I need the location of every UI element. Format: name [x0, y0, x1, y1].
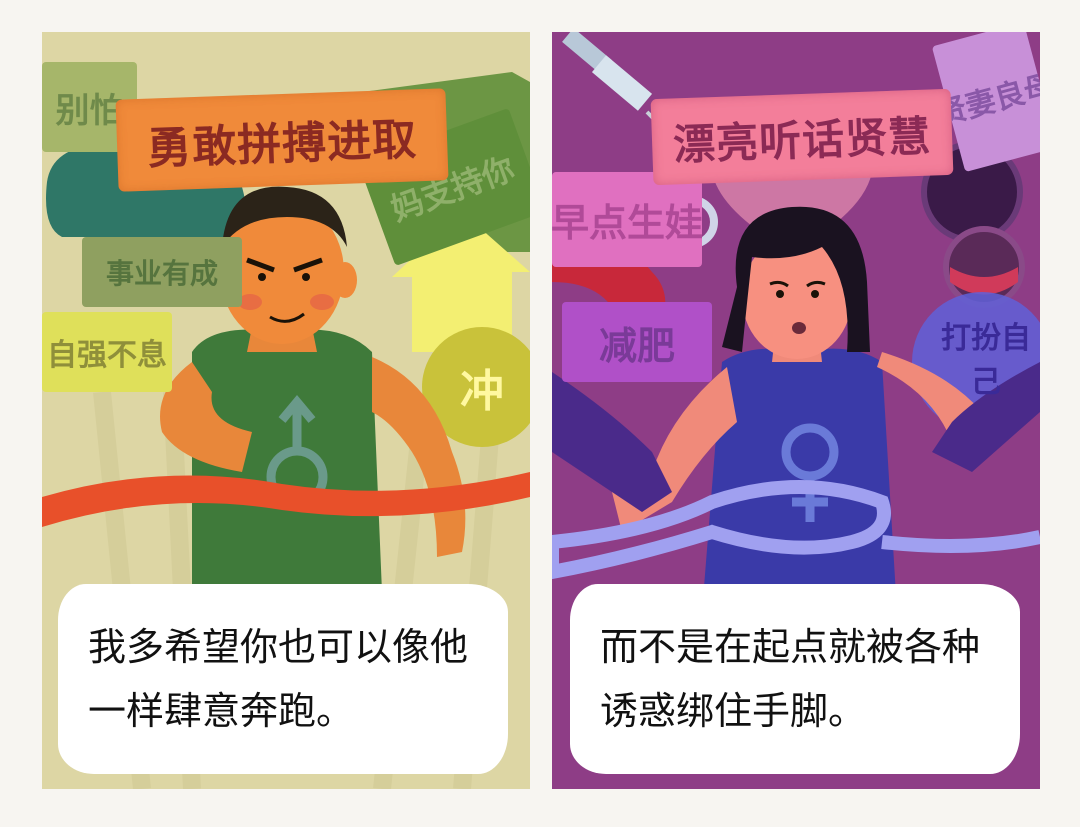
left-banner-title: 勇敢拼搏进取 — [115, 88, 449, 192]
circle-badge — [422, 327, 530, 447]
woman-hair — [722, 206, 870, 352]
left-caption-box: 我多希望你也可以像他 一样肆意奔跑。 — [58, 584, 508, 774]
sign-dress-up: 打扮自己 — [941, 321, 1031, 400]
sign-charge: 冲 — [460, 366, 504, 417]
left-illustration-panel: 别怕 妈支持你 事业有成 自强不息 冲 勇敢拼搏进取 我多希望你也可以像他 一样… — [42, 32, 530, 789]
right-caption-line-1: 而不是在起点就被各种 — [600, 625, 981, 669]
sign-lose-weight: 减肥 — [562, 302, 712, 382]
right-banner-title: 漂亮听话贤慧 — [650, 88, 954, 186]
grabbing-hand-right — [932, 362, 1040, 472]
grabbing-hand-left — [552, 372, 672, 512]
left-panel-artwork — [42, 72, 530, 789]
sign-self-improvement: 自强不息 — [42, 312, 172, 392]
right-caption-box: 而不是在起点就被各种 诱惑绑住手脚。 — [570, 584, 1020, 774]
sign-have-baby: 早点生娃 — [552, 172, 702, 267]
runner-shirt — [192, 329, 382, 592]
right-illustration-panel: 早点生娃 减肥 打扮自己 贤妻良母 漂亮听话贤慧 而不是在起点就被各种 诱惑绑住… — [552, 32, 1040, 789]
finish-ribbon — [42, 472, 530, 527]
right-caption-line-2: 诱惑绑住手脚。 — [600, 689, 867, 733]
runner-hair — [222, 186, 347, 247]
left-caption-line-2: 一样肆意奔跑。 — [88, 689, 355, 733]
woman-face — [742, 235, 852, 359]
sign-career-success: 事业有成 — [82, 237, 242, 307]
measuring-tape — [552, 480, 891, 580]
left-caption-line-1: 我多希望你也可以像他 — [88, 625, 469, 669]
